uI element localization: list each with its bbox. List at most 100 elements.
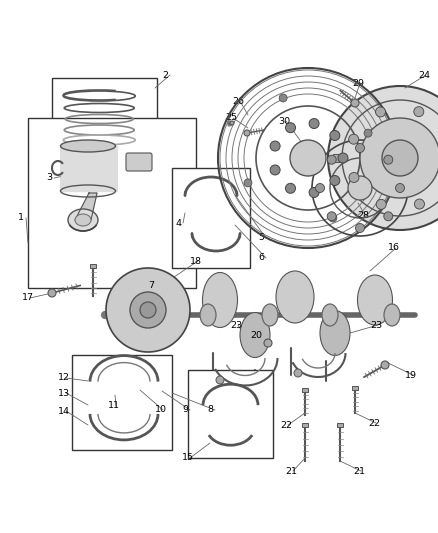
- Circle shape: [244, 179, 252, 187]
- Circle shape: [106, 268, 190, 352]
- Circle shape: [130, 292, 166, 328]
- Text: 13: 13: [58, 389, 70, 398]
- Circle shape: [396, 183, 405, 192]
- FancyBboxPatch shape: [72, 355, 172, 450]
- Circle shape: [330, 131, 340, 141]
- Text: 11: 11: [108, 401, 120, 410]
- Circle shape: [381, 361, 389, 369]
- Ellipse shape: [68, 209, 98, 231]
- Text: 29: 29: [352, 78, 364, 87]
- Circle shape: [216, 376, 224, 384]
- Circle shape: [140, 302, 156, 318]
- FancyBboxPatch shape: [52, 78, 157, 158]
- Circle shape: [338, 153, 348, 163]
- Circle shape: [384, 212, 393, 221]
- Ellipse shape: [320, 311, 350, 356]
- Circle shape: [315, 183, 325, 192]
- Text: 7: 7: [148, 280, 154, 289]
- Text: 14: 14: [58, 407, 70, 416]
- Text: 25: 25: [225, 114, 237, 123]
- Ellipse shape: [384, 304, 400, 326]
- Text: 24: 24: [418, 70, 430, 79]
- Bar: [302, 423, 308, 427]
- Circle shape: [264, 339, 272, 347]
- Ellipse shape: [240, 312, 270, 358]
- Text: 9: 9: [182, 406, 188, 415]
- Circle shape: [364, 129, 372, 137]
- Text: 4: 4: [175, 219, 181, 228]
- Circle shape: [294, 369, 302, 377]
- Ellipse shape: [200, 304, 216, 326]
- Circle shape: [327, 212, 336, 221]
- Circle shape: [329, 214, 337, 222]
- Polygon shape: [75, 193, 97, 220]
- Circle shape: [328, 86, 438, 230]
- Ellipse shape: [262, 304, 278, 326]
- Circle shape: [348, 176, 372, 200]
- Text: 22: 22: [368, 418, 380, 427]
- Text: 19: 19: [405, 370, 417, 379]
- Circle shape: [309, 118, 319, 128]
- Circle shape: [414, 107, 424, 117]
- Circle shape: [48, 289, 56, 297]
- Text: 23: 23: [370, 320, 382, 329]
- Circle shape: [349, 173, 359, 182]
- Circle shape: [290, 140, 326, 176]
- Text: 18: 18: [190, 256, 202, 265]
- FancyBboxPatch shape: [126, 153, 152, 171]
- Ellipse shape: [202, 272, 237, 327]
- Ellipse shape: [357, 275, 392, 325]
- Circle shape: [356, 223, 364, 232]
- Bar: [90, 264, 96, 268]
- Text: 17: 17: [22, 294, 34, 303]
- Text: 15: 15: [182, 454, 194, 463]
- Text: 27: 27: [415, 166, 427, 174]
- Text: 1: 1: [18, 214, 24, 222]
- Text: 8: 8: [207, 406, 213, 415]
- Bar: [302, 388, 308, 392]
- Circle shape: [349, 134, 359, 144]
- Text: 12: 12: [58, 374, 70, 383]
- Circle shape: [356, 143, 364, 152]
- Ellipse shape: [75, 214, 91, 226]
- Circle shape: [382, 140, 418, 176]
- Circle shape: [375, 107, 385, 117]
- Circle shape: [230, 121, 234, 125]
- Text: 6: 6: [258, 254, 264, 262]
- Text: 16: 16: [388, 244, 400, 253]
- Ellipse shape: [60, 140, 116, 152]
- Text: 28: 28: [357, 211, 369, 220]
- Circle shape: [376, 199, 386, 209]
- Circle shape: [414, 199, 424, 209]
- FancyBboxPatch shape: [188, 370, 273, 458]
- Circle shape: [384, 155, 393, 164]
- Text: 26: 26: [232, 96, 244, 106]
- Circle shape: [330, 175, 340, 185]
- Text: 5: 5: [258, 233, 264, 243]
- Bar: [333, 154, 343, 162]
- Circle shape: [309, 188, 319, 197]
- Circle shape: [279, 94, 287, 102]
- Text: 21: 21: [285, 466, 297, 475]
- Circle shape: [286, 123, 296, 133]
- Circle shape: [327, 155, 336, 164]
- Circle shape: [270, 165, 280, 175]
- Circle shape: [244, 130, 250, 136]
- Circle shape: [286, 183, 296, 193]
- Text: 21: 21: [353, 466, 365, 475]
- Text: 2: 2: [162, 70, 168, 79]
- Ellipse shape: [276, 271, 314, 323]
- Text: 20: 20: [250, 330, 262, 340]
- Text: 30: 30: [278, 117, 290, 125]
- Text: 3: 3: [46, 174, 52, 182]
- Ellipse shape: [322, 304, 338, 326]
- Circle shape: [270, 141, 280, 151]
- Text: 22: 22: [280, 421, 292, 430]
- Bar: [337, 423, 343, 427]
- Text: 23: 23: [230, 320, 242, 329]
- Circle shape: [351, 99, 359, 107]
- FancyBboxPatch shape: [172, 168, 250, 268]
- Text: 10: 10: [155, 406, 167, 415]
- FancyBboxPatch shape: [28, 118, 196, 288]
- Bar: [352, 386, 358, 390]
